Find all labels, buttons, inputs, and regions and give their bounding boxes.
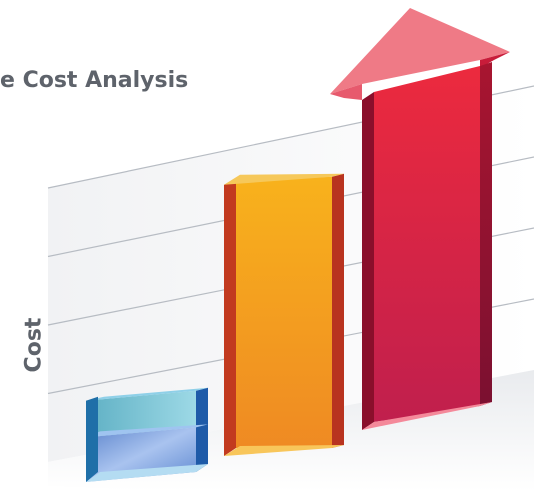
bar-2-left-side bbox=[224, 180, 236, 456]
bar-1-side bbox=[196, 387, 208, 472]
bar-2-side bbox=[332, 173, 344, 448]
bar-3-left-side bbox=[362, 92, 374, 430]
bar-3-arrowhead-right bbox=[480, 52, 510, 68]
bar-1-left-side bbox=[86, 396, 98, 482]
bar-2-base bbox=[224, 445, 344, 456]
bar-3-side bbox=[480, 62, 492, 406]
y-axis-label: Cost bbox=[21, 317, 47, 373]
bar-3 bbox=[374, 66, 480, 422]
bar-3-arrowhead-left bbox=[330, 84, 362, 100]
bar-3-arrowhead-top bbox=[330, 8, 510, 94]
bar-2-top bbox=[224, 173, 344, 185]
bar-1-top bbox=[86, 387, 208, 401]
bar-1-upper bbox=[86, 390, 196, 438]
bar-1-divider bbox=[86, 424, 208, 438]
bar-3-base bbox=[362, 402, 492, 430]
chart-title: e Cost Analysis bbox=[0, 68, 189, 93]
bar-1-base bbox=[86, 464, 208, 482]
bar-2 bbox=[236, 176, 332, 448]
